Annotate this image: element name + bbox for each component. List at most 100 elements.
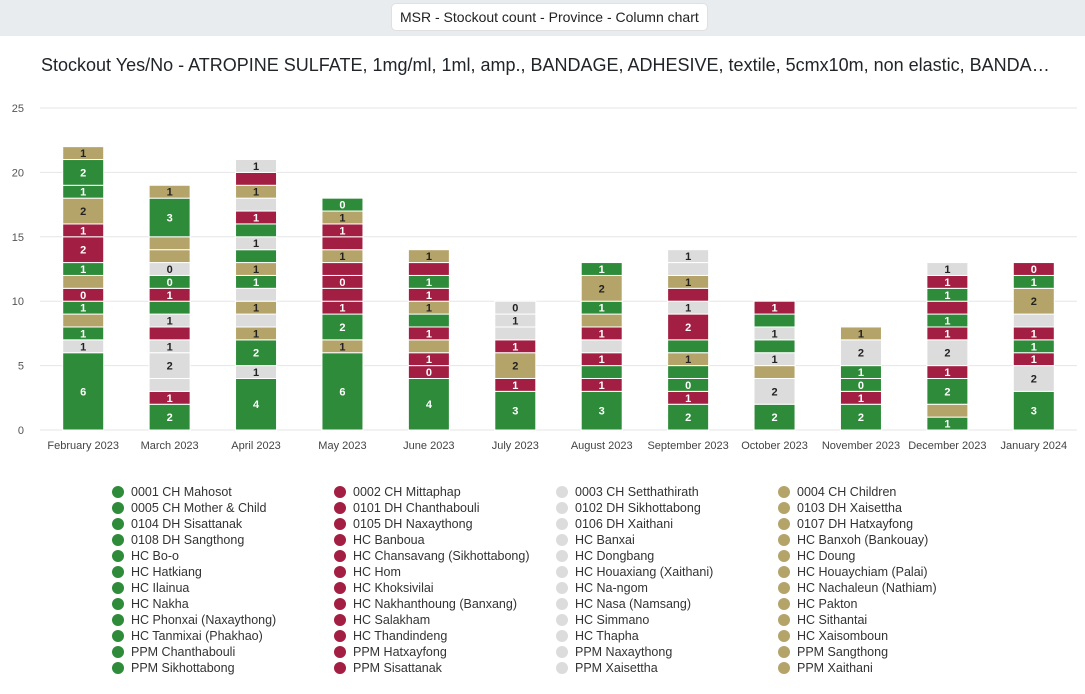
bar-segment[interactable] bbox=[667, 403, 710, 431]
legend-item[interactable]: HC Nasa (Namsang) bbox=[556, 596, 778, 612]
bar-segment[interactable] bbox=[839, 339, 882, 367]
bar-segment[interactable] bbox=[926, 403, 969, 418]
legend-item[interactable]: HC Banboua bbox=[334, 532, 556, 548]
bar-segment[interactable] bbox=[321, 287, 364, 302]
bar-segment[interactable] bbox=[321, 197, 364, 212]
bar-segment[interactable] bbox=[148, 377, 191, 392]
bar-segment[interactable] bbox=[753, 313, 796, 328]
legend-item[interactable]: 0103 DH Xaisettha bbox=[778, 500, 1000, 516]
bar-segment[interactable] bbox=[926, 300, 969, 315]
chart-tab[interactable]: MSR - Stockout count - Province - Column… bbox=[392, 4, 707, 30]
bar-segment[interactable] bbox=[667, 262, 710, 276]
legend-item[interactable]: 0004 CH Children bbox=[778, 484, 1000, 500]
legend-item[interactable]: HC Houaychiam (Palai) bbox=[778, 564, 1000, 580]
legend-item[interactable]: HC Hom bbox=[334, 564, 556, 580]
bar-segment[interactable] bbox=[494, 326, 537, 341]
legend-item[interactable]: HC Ilainua bbox=[112, 580, 334, 596]
bar-segment[interactable] bbox=[235, 287, 278, 302]
bar-segment[interactable] bbox=[494, 390, 537, 431]
bar-segment[interactable] bbox=[667, 287, 710, 302]
bar-segment[interactable] bbox=[407, 313, 450, 328]
legend-item[interactable]: 0104 DH Sisattanak bbox=[112, 516, 334, 532]
legend-item[interactable]: PPM Hatxayfong bbox=[334, 644, 556, 660]
bar-segment[interactable] bbox=[148, 326, 191, 341]
legend-item[interactable]: PPM Chanthabouli bbox=[112, 644, 334, 660]
bar-segment[interactable] bbox=[1012, 365, 1055, 392]
bar-segment[interactable] bbox=[580, 390, 623, 431]
bar-segment[interactable] bbox=[321, 236, 364, 251]
bar-segment[interactable] bbox=[321, 313, 364, 341]
bar-segment[interactable] bbox=[148, 249, 191, 264]
legend-item[interactable]: HC Xaisomboun bbox=[778, 628, 1000, 644]
bar-segment[interactable] bbox=[235, 223, 278, 238]
bar-segment[interactable] bbox=[62, 274, 105, 289]
bar-segment[interactable] bbox=[62, 146, 105, 161]
bar-segment[interactable] bbox=[926, 262, 969, 276]
bar-segment[interactable] bbox=[1012, 262, 1055, 276]
legend-item[interactable]: PPM Sikhottabong bbox=[112, 660, 334, 676]
legend-item[interactable]: HC Na-ngom bbox=[556, 580, 778, 596]
bar-segment[interactable] bbox=[667, 339, 710, 354]
legend-item[interactable]: 0002 CH Mittaphap bbox=[334, 484, 556, 500]
bar-segment[interactable] bbox=[407, 249, 450, 264]
bar-segment[interactable] bbox=[926, 377, 969, 405]
legend-item[interactable]: HC Hatkiang bbox=[112, 564, 334, 580]
legend-item[interactable]: HC Banxai bbox=[556, 532, 778, 548]
legend-item[interactable]: 0101 DH Chanthabouli bbox=[334, 500, 556, 516]
legend-item[interactable]: 0105 DH Naxaythong bbox=[334, 516, 556, 532]
bar-segment[interactable] bbox=[148, 197, 191, 238]
bar-segment[interactable] bbox=[235, 339, 278, 367]
bar-segment[interactable] bbox=[839, 326, 882, 341]
bar-segment[interactable] bbox=[321, 262, 364, 276]
bar-segment[interactable] bbox=[407, 377, 450, 431]
bar-segment[interactable] bbox=[667, 313, 710, 341]
legend-item[interactable]: HC Dongbang bbox=[556, 548, 778, 564]
bar-segment[interactable] bbox=[667, 365, 710, 379]
legend-item[interactable]: 0107 DH Hatxayfong bbox=[778, 516, 1000, 532]
legend-item[interactable]: PPM Naxaythong bbox=[556, 644, 778, 660]
bar-segment[interactable] bbox=[753, 365, 796, 379]
legend-item[interactable]: 0003 CH Setthathirath bbox=[556, 484, 778, 500]
legend-item[interactable]: HC Tanmixai (Phakhao) bbox=[112, 628, 334, 644]
bar-segment[interactable] bbox=[235, 197, 278, 212]
bar-segment[interactable] bbox=[407, 339, 450, 354]
legend-item[interactable]: PPM Xaisettha bbox=[556, 660, 778, 676]
bar-segment[interactable] bbox=[580, 339, 623, 354]
legend-item[interactable]: HC Bo-o bbox=[112, 548, 334, 564]
bar-segment[interactable] bbox=[62, 352, 105, 431]
bar-segment[interactable] bbox=[580, 262, 623, 276]
bar-segment[interactable] bbox=[753, 403, 796, 431]
legend-item[interactable]: HC Thandindeng bbox=[334, 628, 556, 644]
legend-item[interactable]: PPM Sisattanak bbox=[334, 660, 556, 676]
bar-segment[interactable] bbox=[62, 236, 105, 264]
bar-segment[interactable] bbox=[235, 377, 278, 431]
bar-segment[interactable] bbox=[148, 403, 191, 431]
bar-segment[interactable] bbox=[148, 236, 191, 251]
bar-segment[interactable] bbox=[580, 313, 623, 328]
bar-segment[interactable] bbox=[235, 313, 278, 328]
legend-item[interactable]: HC Khoksivilai bbox=[334, 580, 556, 596]
bar-segment[interactable] bbox=[62, 197, 105, 225]
bar-segment[interactable] bbox=[235, 249, 278, 264]
bar-segment[interactable] bbox=[407, 262, 450, 276]
bar-segment[interactable] bbox=[753, 339, 796, 354]
legend-item[interactable]: HC Sithantai bbox=[778, 612, 1000, 628]
legend-item[interactable]: HC Phonxai (Naxaythong) bbox=[112, 612, 334, 628]
bar-segment[interactable] bbox=[62, 159, 105, 186]
bar-segment[interactable] bbox=[494, 300, 537, 315]
legend-item[interactable]: HC Thapha bbox=[556, 628, 778, 644]
bar-segment[interactable] bbox=[148, 300, 191, 315]
legend-item[interactable]: HC Nakha bbox=[112, 596, 334, 612]
legend-item[interactable]: HC Nakhanthoung (Banxang) bbox=[334, 596, 556, 612]
bar-segment[interactable] bbox=[1012, 313, 1055, 328]
legend-item[interactable]: 0108 DH Sangthong bbox=[112, 532, 334, 548]
legend-item[interactable]: 0102 DH Sikhottabong bbox=[556, 500, 778, 516]
legend-item[interactable]: 0106 DH Xaithani bbox=[556, 516, 778, 532]
bar-segment[interactable] bbox=[1012, 390, 1055, 431]
legend-item[interactable]: HC Banxoh (Bankouay) bbox=[778, 532, 1000, 548]
legend-item[interactable]: PPM Sangthong bbox=[778, 644, 1000, 660]
legend-item[interactable]: HC Pakton bbox=[778, 596, 1000, 612]
legend-item[interactable]: HC Houaxiang (Xaithani) bbox=[556, 564, 778, 580]
bar-segment[interactable] bbox=[753, 300, 796, 315]
legend-item[interactable]: HC Doung bbox=[778, 548, 1000, 564]
